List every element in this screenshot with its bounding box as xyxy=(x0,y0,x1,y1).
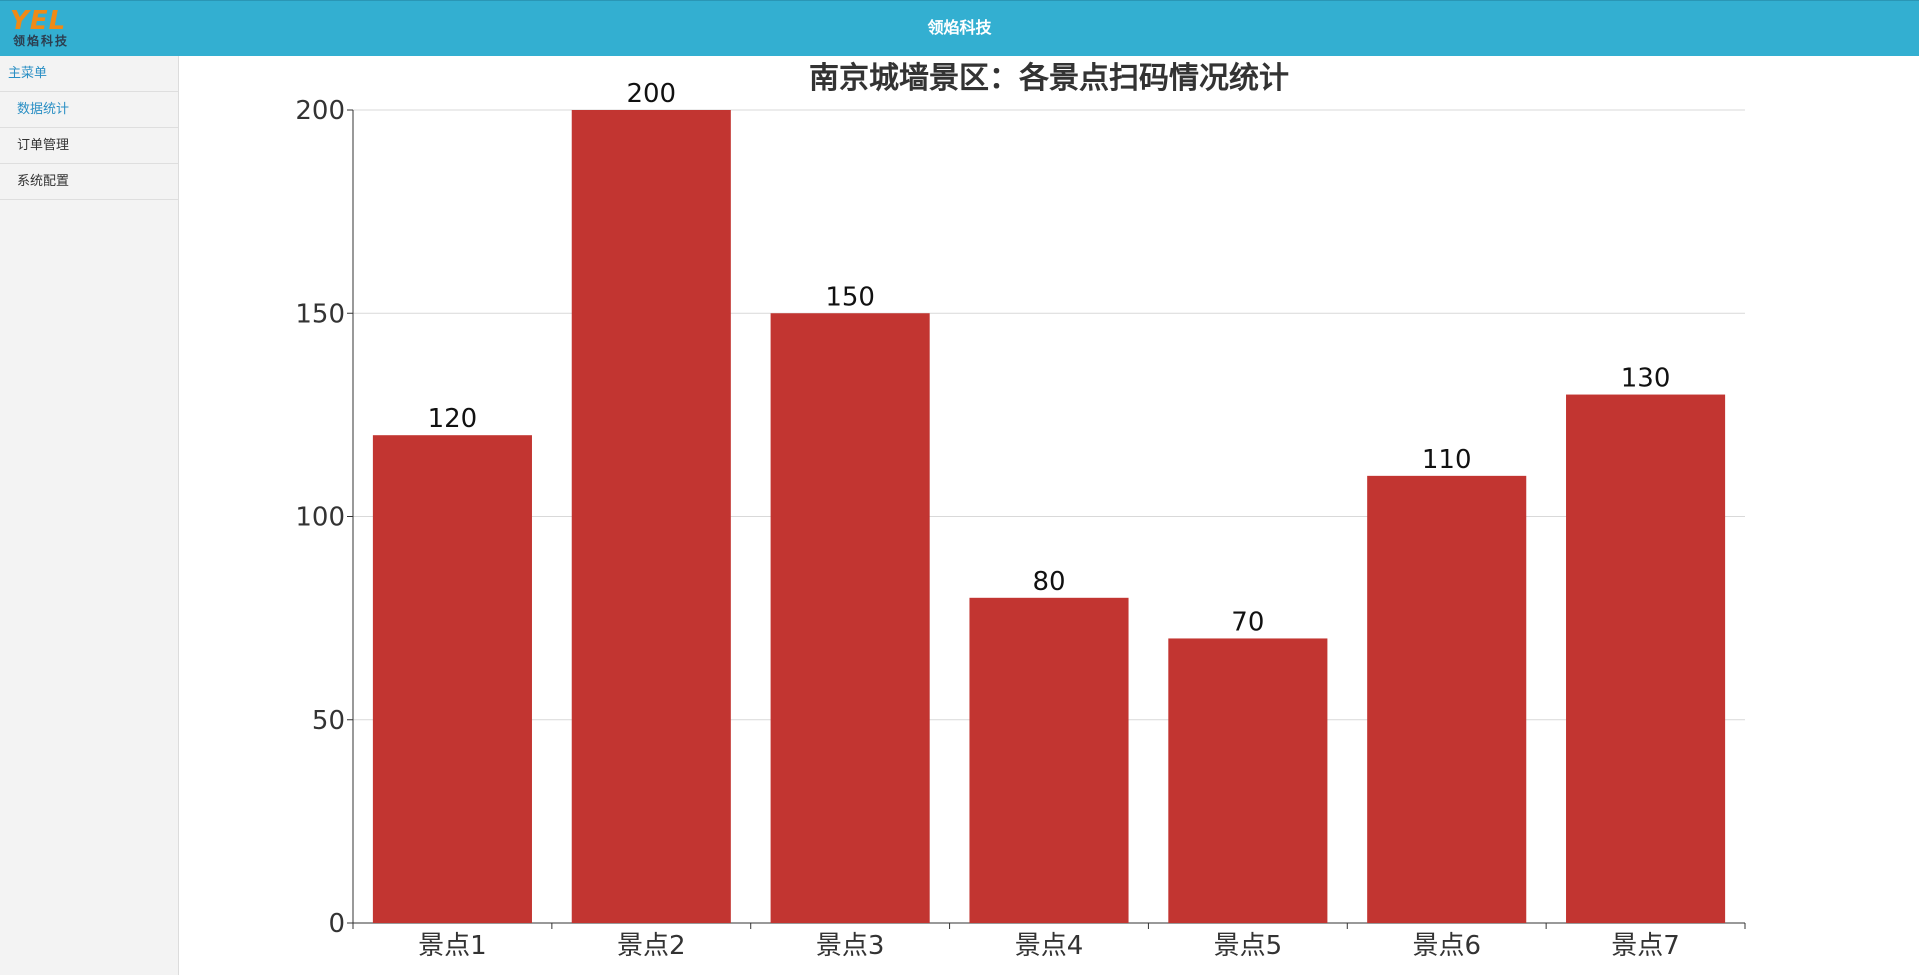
data-label: 130 xyxy=(1621,364,1671,394)
y-tick-label: 150 xyxy=(295,299,345,329)
y-tick-label: 0 xyxy=(328,909,345,939)
top-header: YEL 领焰科技 领焰科技 xyxy=(0,0,1919,56)
chart-title: 南京城墙景区：各景点扫码情况统计 xyxy=(809,61,1289,96)
data-label: 120 xyxy=(428,404,478,434)
bar-6 xyxy=(1367,475,1527,923)
y-tick-label: 200 xyxy=(295,96,345,126)
header-title: 领焰科技 xyxy=(927,18,992,37)
data-label: 150 xyxy=(825,282,875,312)
x-tick-label: 景点3 xyxy=(816,931,885,961)
data-label: 70 xyxy=(1231,607,1264,637)
x-tick-label: 景点6 xyxy=(1412,931,1481,961)
chart-canvas: 南京城墙景区：各景点扫码情况统计 0 50 100 150 200 120 景点1 200 景点… xyxy=(295,61,1746,961)
x-tick-label: 景点7 xyxy=(1611,931,1680,961)
bar-1 xyxy=(372,435,532,923)
logo-text: 领焰科技 xyxy=(13,34,70,48)
bar-5 xyxy=(1168,638,1328,923)
x-tick-label: 景点5 xyxy=(1214,931,1283,961)
sidebar-item-orders[interactable]: 订单管理 xyxy=(0,128,178,164)
sidebar-main-menu[interactable]: 主菜单 xyxy=(0,56,178,92)
data-label: 200 xyxy=(626,79,676,109)
y-tick-label: 100 xyxy=(295,503,345,533)
bar-7 xyxy=(1566,394,1726,923)
y-tick-label: 50 xyxy=(312,706,345,736)
logo-mark: YEL xyxy=(10,6,67,36)
bar-chart: 南京城墙景区：各景点扫码情况统计 0 50 100 150 200 120 景点1 200 景点… xyxy=(180,56,1919,975)
data-label: 80 xyxy=(1032,567,1065,597)
data-label: 110 xyxy=(1422,445,1472,475)
sidebar-item-data-stats[interactable]: 数据统计 xyxy=(0,92,178,128)
sidebar-item-config[interactable]: 系统配置 xyxy=(0,164,178,200)
x-tick-label: 景点1 xyxy=(418,931,487,961)
bar-3 xyxy=(770,313,930,923)
bar-4 xyxy=(969,597,1129,923)
x-tick-label: 景点2 xyxy=(617,931,686,961)
sidebar: 主菜单 数据统计 订单管理 系统配置 xyxy=(0,56,179,975)
x-tick-label: 景点4 xyxy=(1015,931,1084,961)
logo[interactable]: YEL 领焰科技 xyxy=(10,7,84,51)
bar-2 xyxy=(571,110,731,923)
